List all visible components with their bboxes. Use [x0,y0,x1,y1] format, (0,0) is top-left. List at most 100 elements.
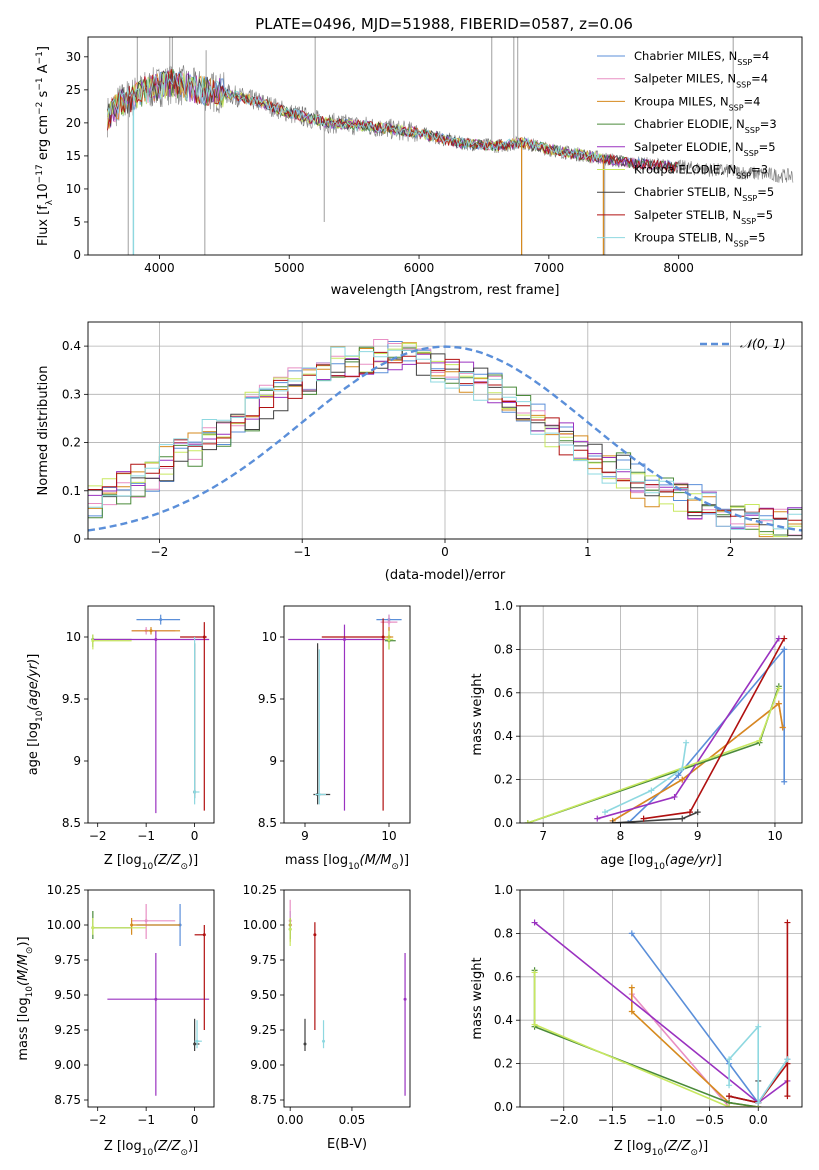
series-marker [609,820,616,823]
series-marker [628,984,635,991]
series-marker [679,776,686,783]
series-marker [686,809,693,816]
data-point [303,1042,307,1046]
legend-entry: Kroupa ELODIE, NSSP=3 [634,163,768,181]
series-marker [625,820,632,823]
x-tick-label: −2 [89,829,107,843]
label-part: Flux [f [36,205,51,246]
y-tick-label: 10.00 [243,918,277,932]
label-part: 10 [25,986,35,998]
y-tick-label: 9.25 [54,1023,81,1037]
series-marker [628,1008,635,1015]
x-tick-label: −2.0 [549,1113,578,1127]
series-marker [726,1056,733,1063]
legend-entry: Salpeter ELODIE, NSSP=5 [634,140,776,158]
plot-area [531,919,791,1107]
y-tick-label: 15 [66,149,81,163]
x-tick-label: 8 [617,829,625,843]
y-tick-label: 9.00 [250,1058,277,1072]
label-part: )] [188,853,198,868]
data-point [193,1042,197,1046]
legend-sub: SSP [729,103,744,112]
series-marker [779,724,786,731]
label-part: 10 [142,1148,154,1158]
x-tick-label: −1 [137,829,155,843]
legend-sub: SSP [745,126,760,135]
plot-area [91,614,210,814]
series-marker [594,815,601,822]
legend-value: =5 [759,140,776,154]
legend-name: Kroupa STELIB, N [634,231,734,245]
label-part: ⊙ [180,1148,188,1158]
y-tick-label: 0.6 [494,686,513,700]
legend-value: =4 [744,94,761,108]
normal-curve [88,345,802,532]
series-marker [601,809,608,816]
series-marker [781,778,788,785]
legend-sub: SSP [736,80,751,89]
x-axis-label: (data-model)/error [385,568,506,583]
data-point [193,790,197,794]
y-tick-label: 25 [66,83,81,97]
legend-entry: 𝒩(0, 1) [740,336,786,351]
series-marker [726,1093,733,1100]
legend-value: =5 [757,185,774,199]
legend-entry: Salpeter STELIB, NSSP=5 [634,208,773,226]
series-marker [784,1056,791,1063]
axes-frame [87,36,803,256]
label-part: −1 [35,77,45,90]
legend-name: Salpeter MILES, N [634,72,736,86]
series-line [627,647,785,823]
data-point [91,926,95,930]
axes-frame [519,605,803,824]
plot-area [288,899,407,1096]
label-part: (Z/Z [153,853,181,868]
legend-value: =3 [760,117,777,131]
data-point [342,637,346,641]
x-tick-label: −1 [137,1113,155,1127]
data-point [130,923,134,927]
legend-sub: SSP [744,148,759,157]
label-part: (M/M [360,853,392,868]
series-marker [784,919,791,926]
x-axis-label: Z [log10(Z/Z⊙)] [104,853,198,872]
spectrum-model-line [107,70,604,161]
legend-entry: Chabrier ELODIE, NSSP=3 [634,117,777,135]
legend-sub: SSP [737,58,752,67]
y-tick-label: 1.0 [494,599,513,613]
data-point [149,629,153,633]
legend-sub: SSP [742,194,757,203]
data-point [202,635,206,639]
label-part: (Z/Z [153,1139,181,1154]
y-tick-label: 0.8 [494,642,513,656]
y-axis-label: mass [log10(M/M⊙)] [16,936,35,1060]
label-part: 10 [35,710,45,722]
figure-title: PLATE=0496, MJD=51988, FIBERID=0587, z=0… [255,15,633,33]
y-tick-label: 10.25 [47,883,81,897]
y-tick-label: 20 [66,116,81,130]
label-part: Z [log [104,853,142,868]
series-marker [628,930,635,937]
x-tick-label: 7000 [534,261,565,275]
label-part: (M/M [16,954,31,986]
data-point [387,620,391,624]
x-axis-label: mass [log10(M/M⊙)] [285,853,409,872]
y-tick-label: 9.75 [250,953,277,967]
legend-sub: SSP [736,171,751,180]
chart-mass-vs-ebv: 0.00 0.05 8.75 9.00 9.25 9.50 9.75 10.00 10.25 E(… [243,883,411,1152]
label-part: 10 [142,862,154,872]
y-tick-label: 0.3 [62,387,81,401]
chart-weight-vs-Z: −2.0 −1.5 −1.0 −0.5 0.0 0.0 0.2 0.4 0.6 0.8 1.0 Z [… [470,883,803,1158]
series-marker [755,1023,762,1030]
y-axis-label: Flux [fλ10−17 erg cm−2 s−1 A−1] [35,46,55,246]
series-line [533,972,759,1107]
x-tick-label: −1 [293,545,311,559]
x-tick-label: −1.5 [598,1113,627,1127]
label-part: −2 [35,102,45,115]
spectrum-model-line [107,71,604,162]
series-marker [694,809,701,816]
label-part: ] [26,654,41,659]
data-point [154,637,158,641]
x-tick-label: 0 [191,1113,199,1127]
